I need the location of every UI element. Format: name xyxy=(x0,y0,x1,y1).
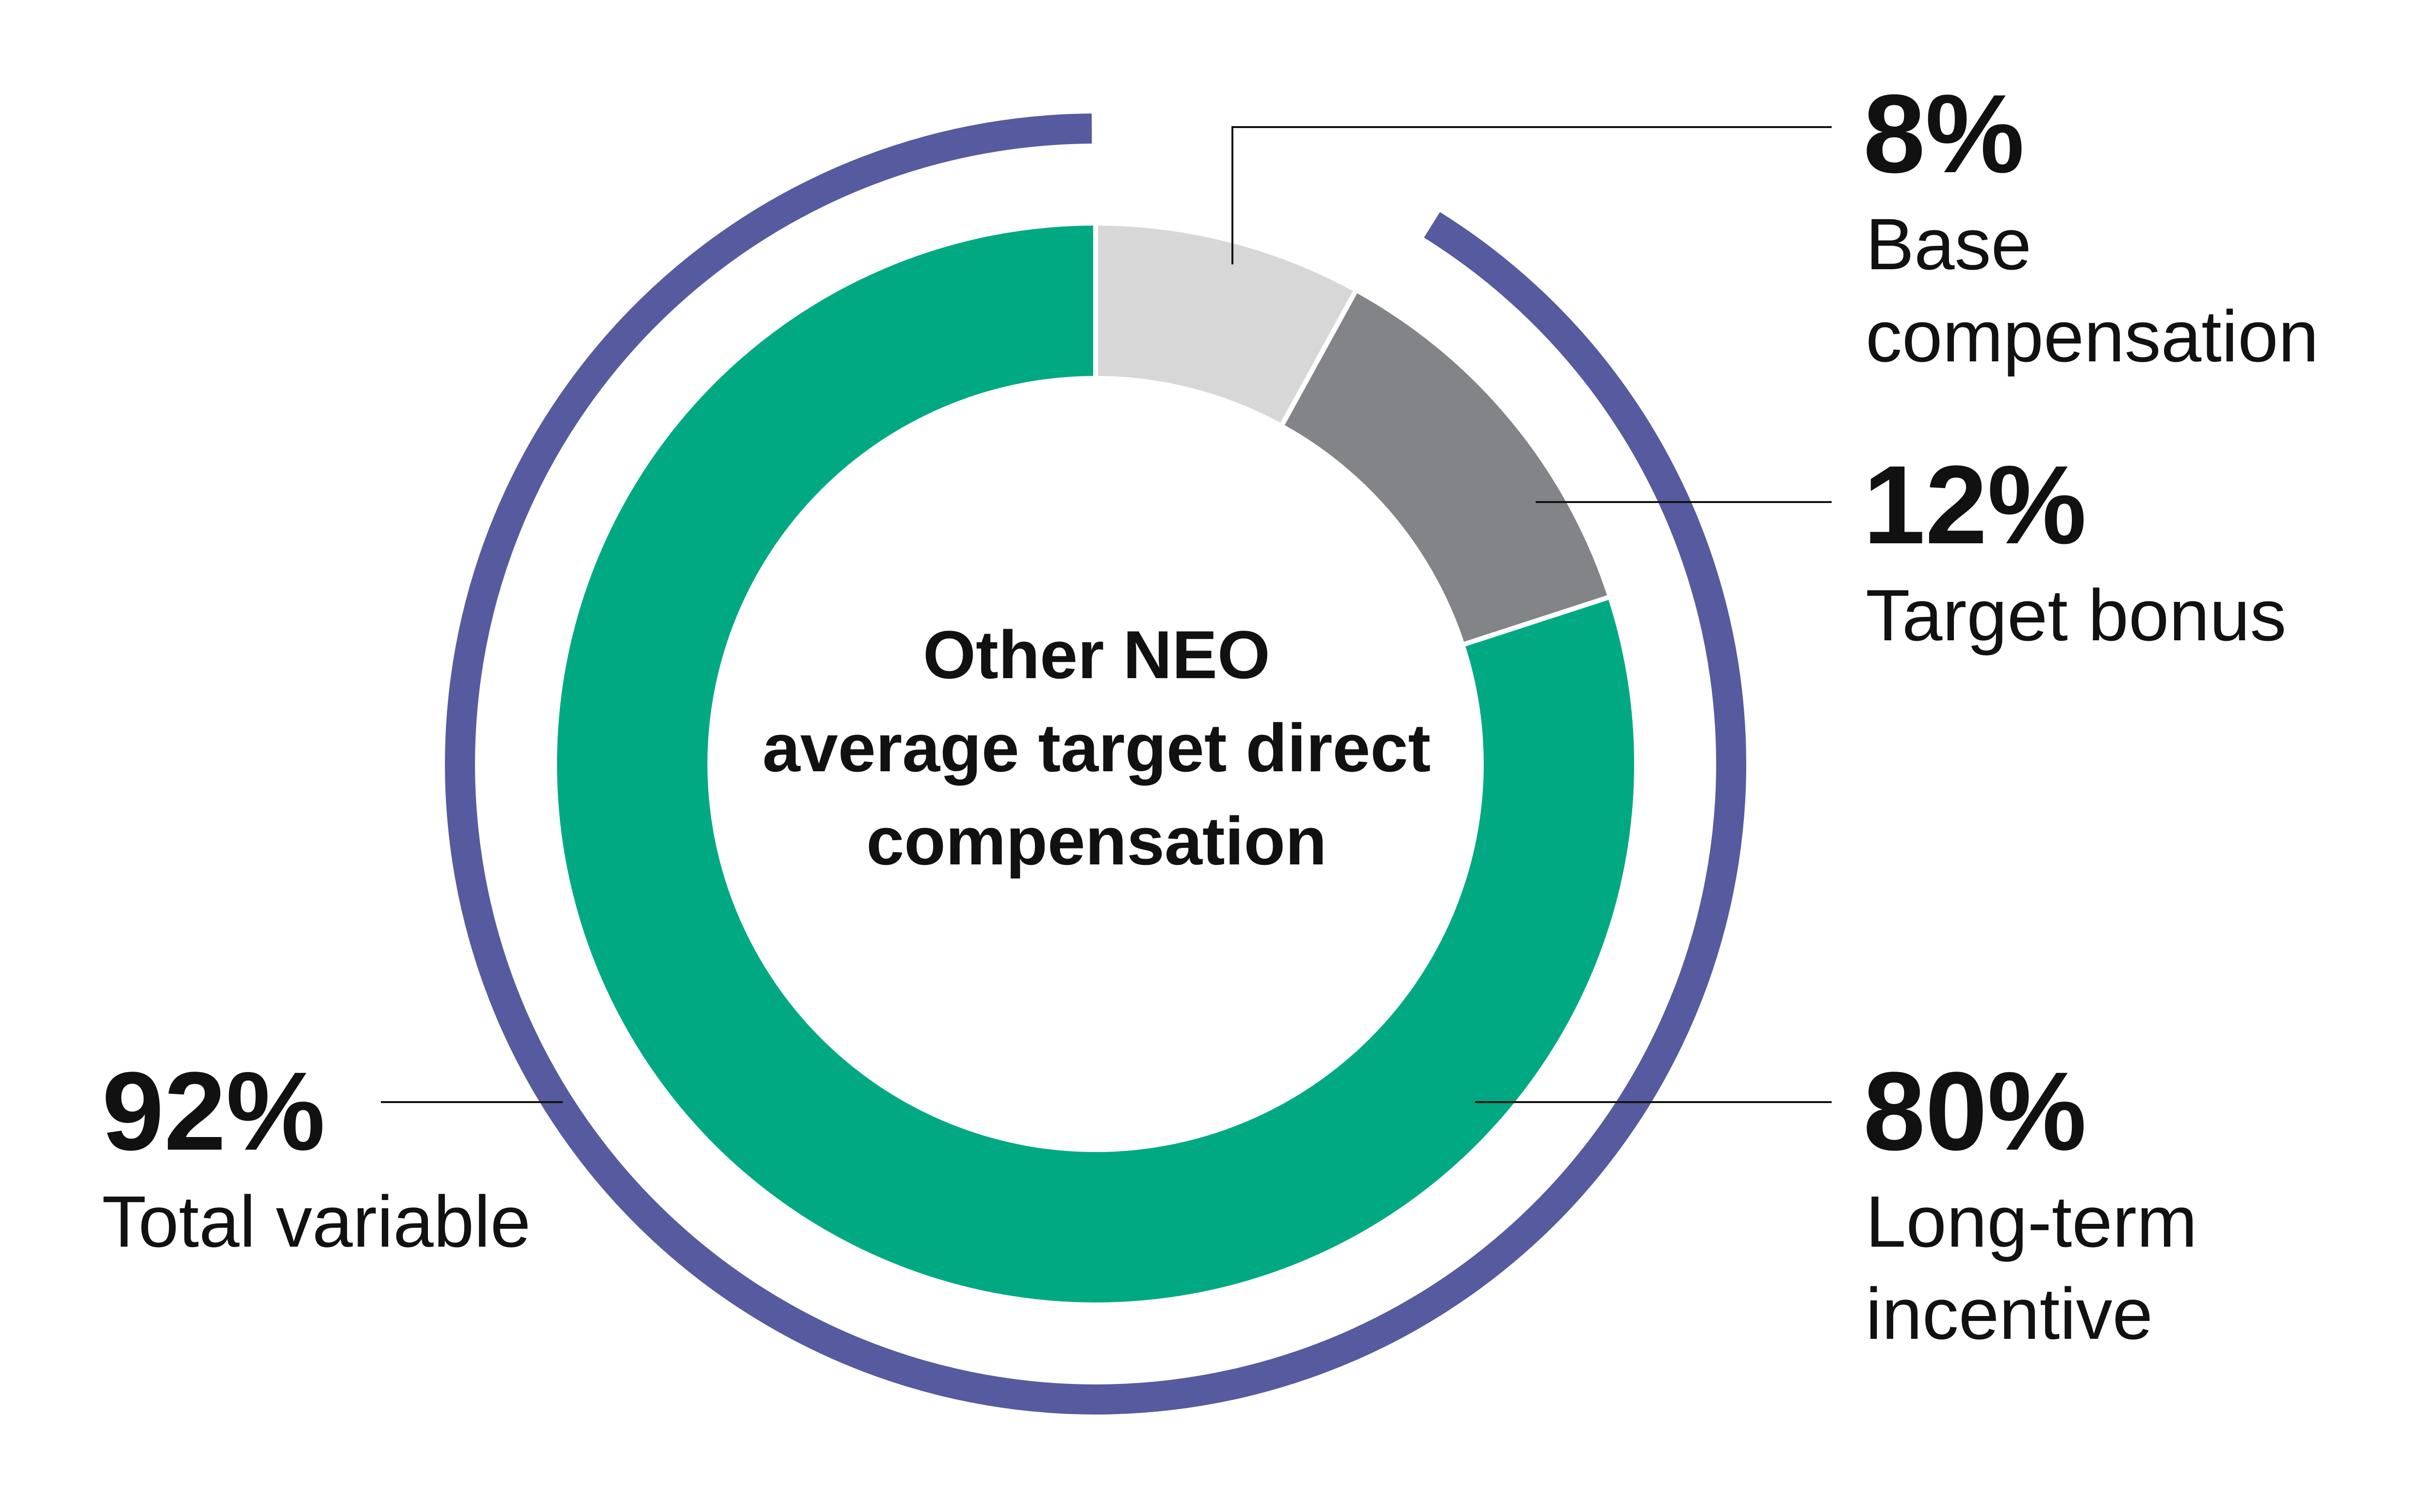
center-title-line-2: average target direct xyxy=(762,710,1430,786)
center-title-line-3: compensation xyxy=(866,803,1327,879)
slice-label-base-compensation: 8% Base compensation xyxy=(1863,71,2319,377)
slice-name-label: Long-term xyxy=(1866,1181,2197,1262)
slice-target-bonus xyxy=(1278,287,1613,648)
slice-name-label: Base xyxy=(1866,203,2032,285)
slice-label-target-bonus: 12% Target bonus xyxy=(1863,442,2286,656)
slice-label-long-term-incentive: 80% Long-term incentive xyxy=(1863,1049,2197,1354)
slice-name-label: compensation xyxy=(1866,295,2319,377)
leader-line-base-compensation xyxy=(1231,126,1832,264)
outer-arc-value-label: 92% xyxy=(102,1049,325,1173)
outer-arc-total-variable xyxy=(445,114,1746,1414)
center-title-line-1: Other NEO xyxy=(923,617,1270,693)
slice-name-label: Target bonus xyxy=(1866,574,2286,656)
slice-value-label: 8% xyxy=(1863,71,2024,196)
slice-value-label: 80% xyxy=(1863,1049,2086,1173)
outer-arc-label-total-variable: 92% Total variable xyxy=(102,1049,531,1262)
leader-lines xyxy=(381,126,1832,1103)
center-title: Other NEO average target direct compensa… xyxy=(762,617,1430,879)
slices-layer xyxy=(552,220,1639,1307)
slice-name-label: incentive xyxy=(1866,1273,2153,1354)
outer-arc-layer xyxy=(445,114,1746,1414)
slice-value-label: 12% xyxy=(1863,442,2086,567)
outer-arc-name-label: Total variable xyxy=(102,1181,531,1262)
slice-long-term-incentive xyxy=(552,220,1639,1307)
